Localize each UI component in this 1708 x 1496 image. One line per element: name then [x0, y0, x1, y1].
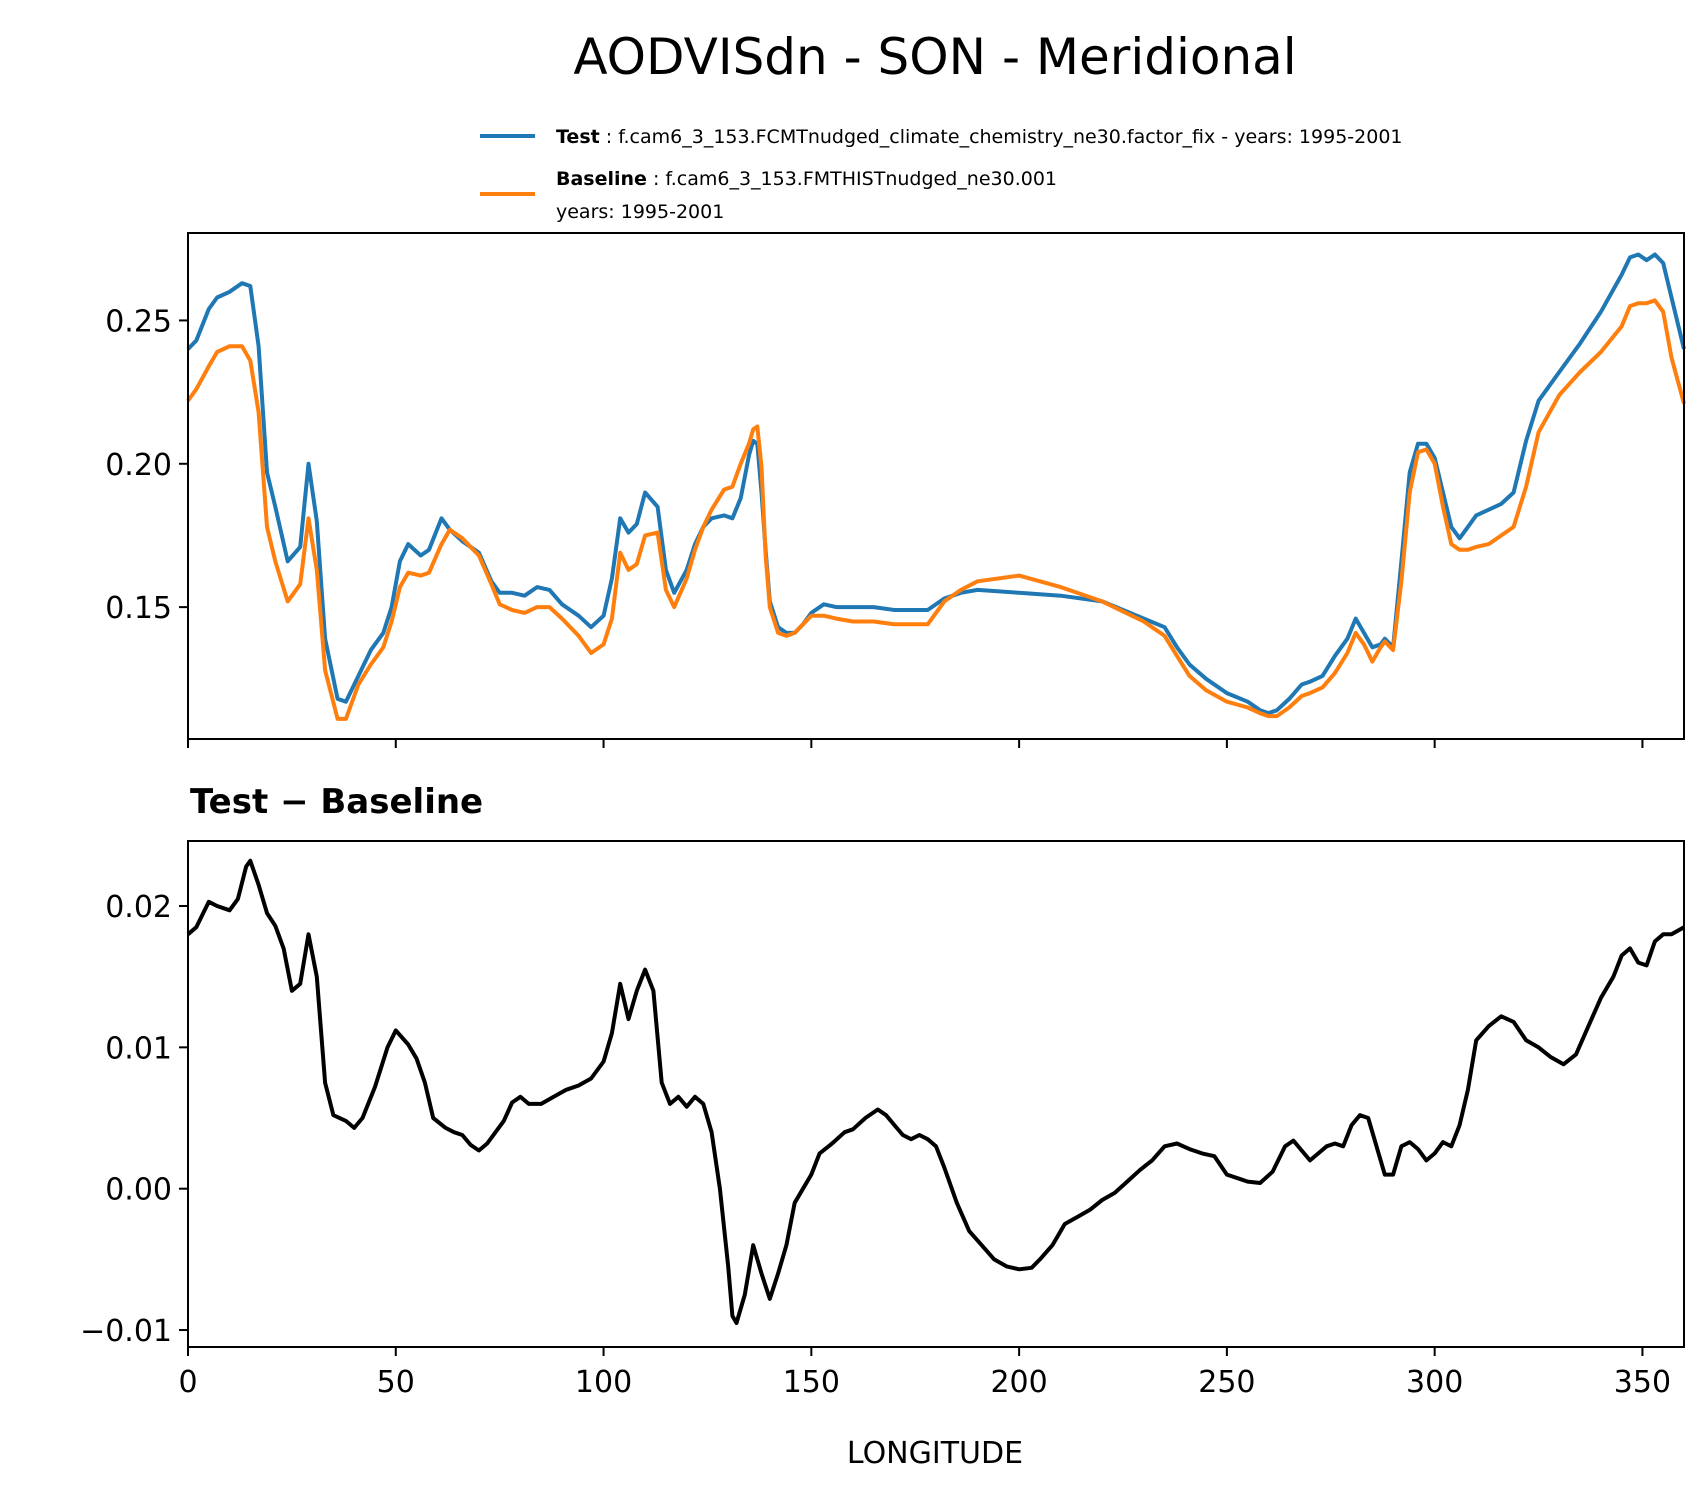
legend-label-test: Test	[556, 126, 600, 148]
legend-text-test: f.cam6_3_153.FCMTnudged_climate_chemistr…	[618, 126, 1402, 148]
legend-text-baseline: f.cam6_3_153.FMTHISTnudged_ne30.001	[665, 168, 1057, 190]
svg-text:Baseline : f.cam6_3_153.FMTHIS: Baseline : f.cam6_3_153.FMTHISTnudged_ne…	[556, 168, 1057, 190]
top-y-tick-label: 0.25	[105, 304, 172, 339]
bottom-x-tick-label: 250	[1198, 1365, 1255, 1400]
bottom-y-tick-label: 0.01	[105, 1031, 172, 1066]
legend-separator-baseline: :	[647, 168, 665, 190]
top-y-tick-label: 0.20	[105, 448, 172, 483]
legend-text2-baseline: years: 1995-2001	[556, 201, 724, 223]
bottom-plot-frame	[187, 840, 1685, 1348]
top-plot-frame	[187, 232, 1685, 740]
bottom-y-tick-label: −0.01	[80, 1314, 172, 1349]
bottom-y-tick-label: 0.00	[105, 1173, 172, 1208]
difference-panel: −0.01 0.00 0.01 0.02 0 50 100 150 200 250 300 350	[80, 840, 1685, 1400]
legend: Test : f.cam6_3_153.FCMTnudged_climate_c…	[480, 126, 1403, 223]
bottom-y-tick-label: 0.02	[105, 890, 172, 925]
bottom-x-tick-label: 100	[575, 1365, 632, 1400]
bottom-x-tick-label: 150	[783, 1365, 840, 1400]
top-y-tick-label: 0.15	[105, 591, 172, 626]
bottom-x-tick-label: 350	[1614, 1365, 1671, 1400]
bottom-series-difference	[186, 858, 1685, 1325]
top-series-baseline	[186, 298, 1686, 721]
figure-title: AODVISdn - SON - Meridional	[573, 28, 1296, 86]
bottom-x-tick-label: 300	[1406, 1365, 1463, 1400]
bottom-x-tick-label: 0	[178, 1365, 197, 1400]
legend-separator-test: :	[600, 126, 618, 148]
legend-label-baseline: Baseline	[556, 168, 647, 190]
top-panel: 0.15 0.20 0.25	[105, 232, 1686, 748]
svg-text:Test : f.cam6_3_153.FCMTnudged: Test : f.cam6_3_153.FCMTnudged_climate_c…	[556, 126, 1403, 148]
bottom-x-tick-label: 50	[377, 1365, 415, 1400]
difference-panel-title: Test − Baseline	[190, 782, 483, 822]
top-series-test	[186, 252, 1686, 716]
bottom-x-tick-label: 200	[990, 1365, 1047, 1400]
x-axis-label: LONGITUDE	[847, 1436, 1023, 1471]
